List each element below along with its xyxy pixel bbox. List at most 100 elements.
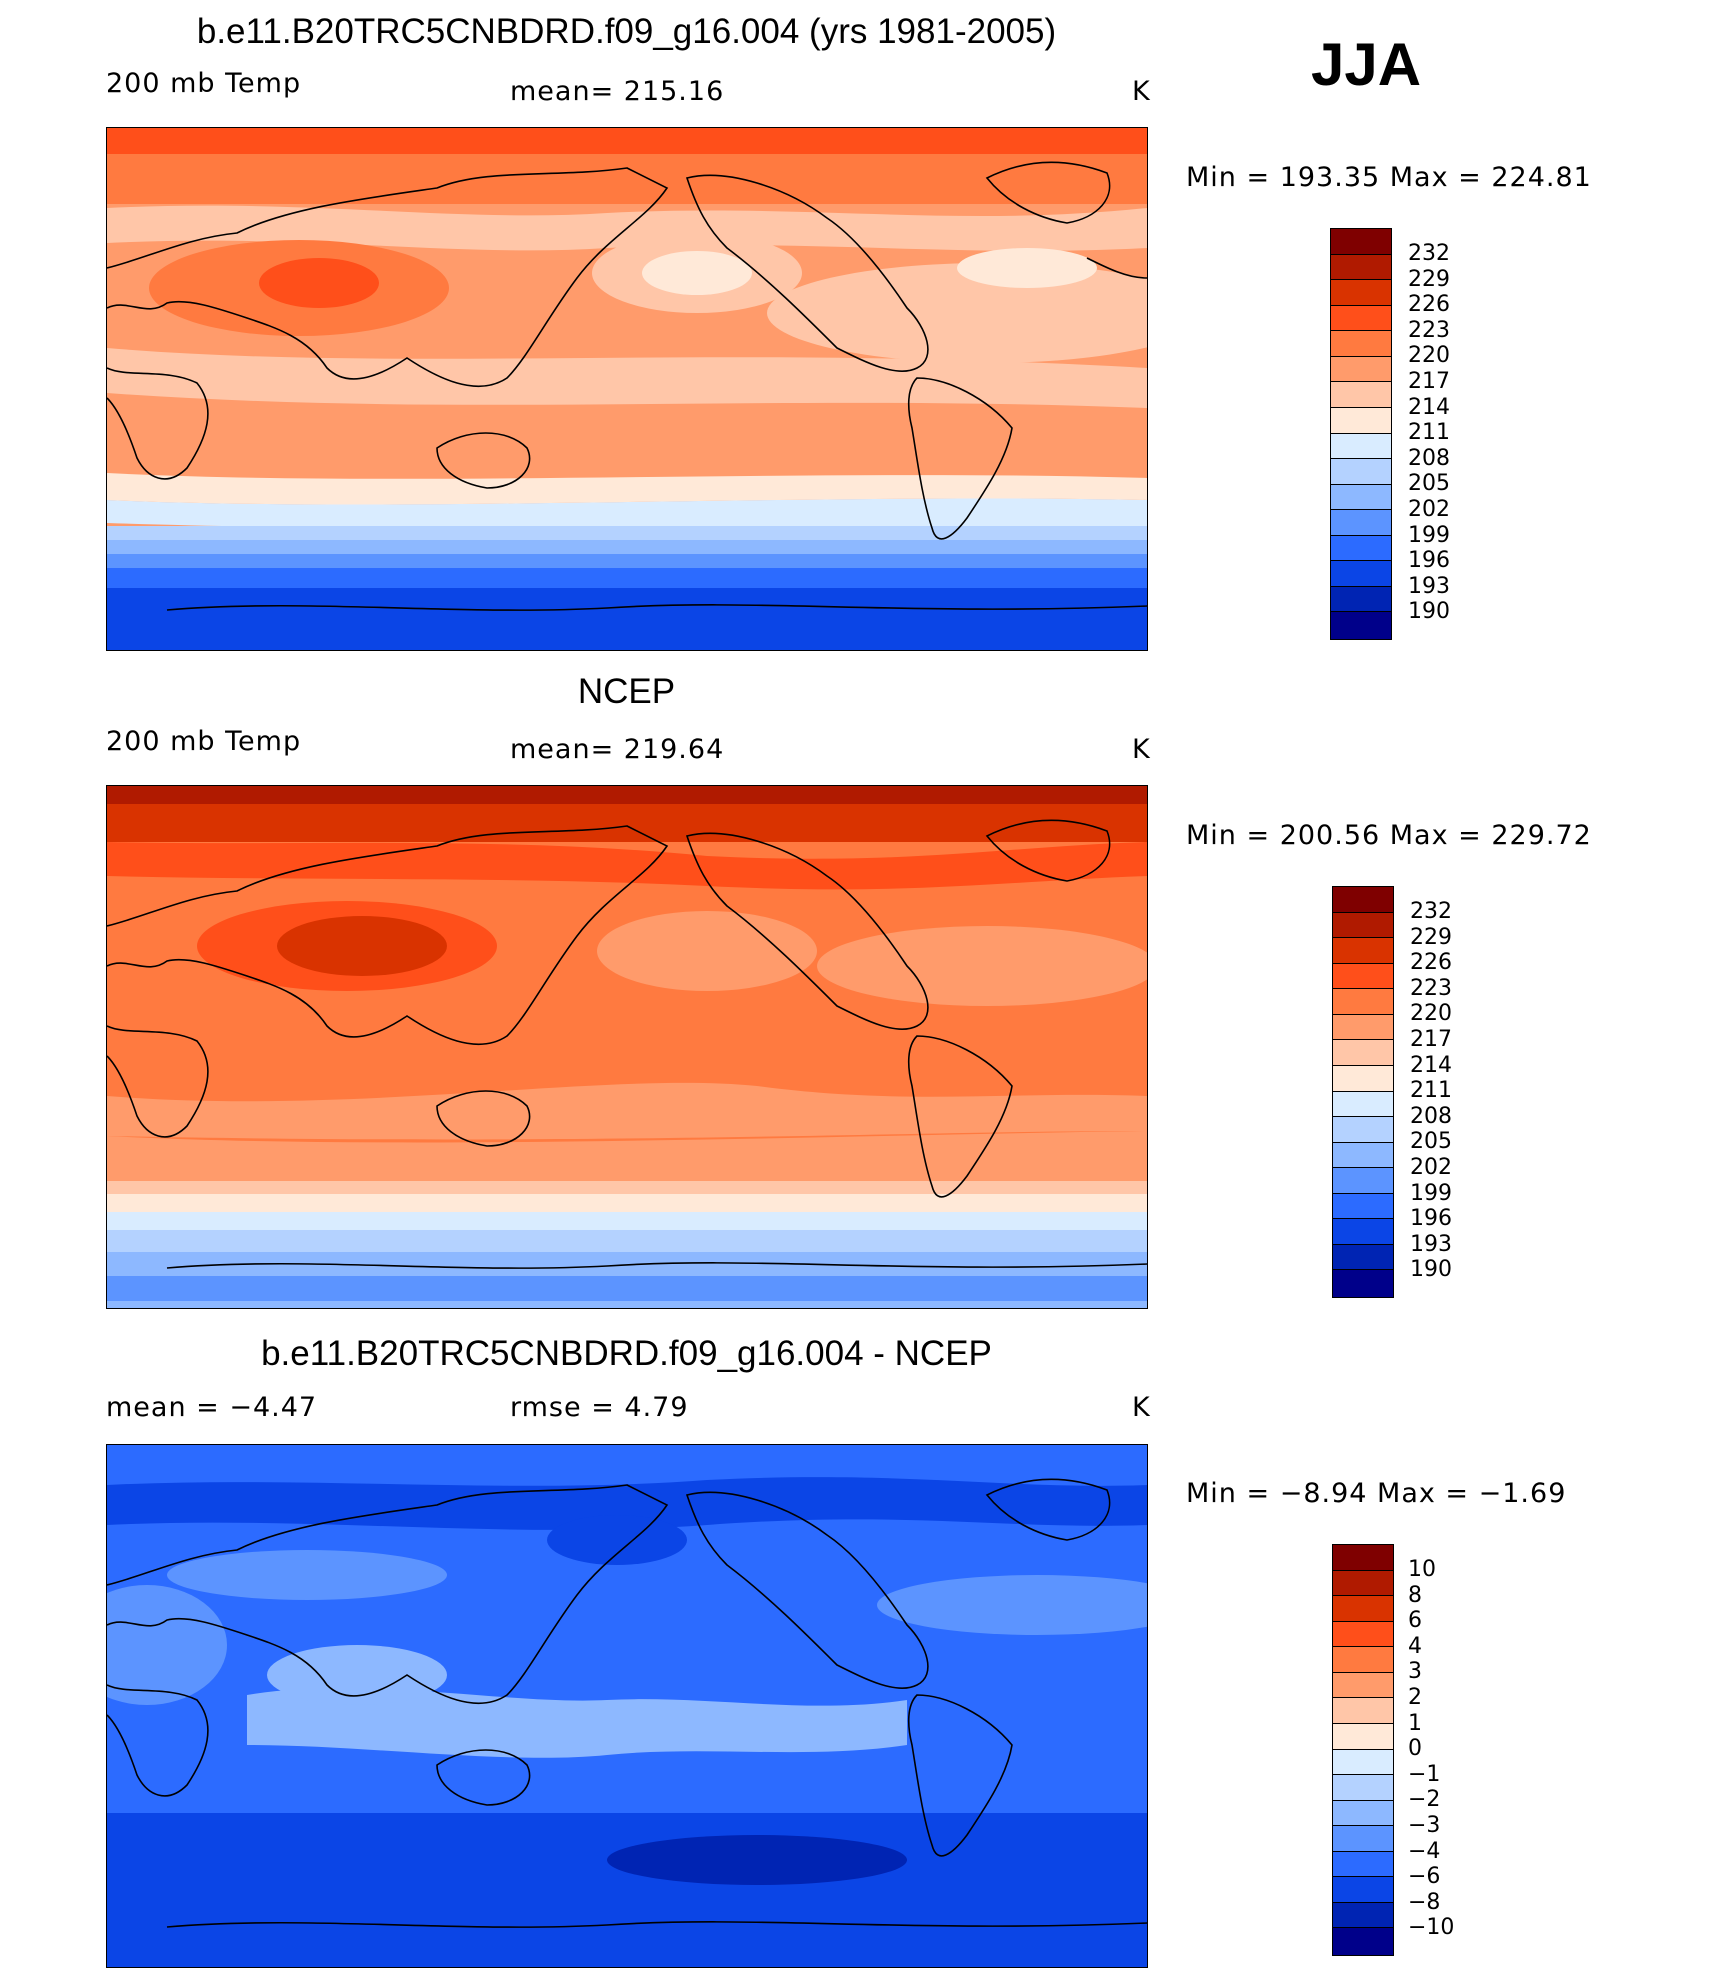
panel3-blob-southpacific bbox=[607, 1835, 907, 1885]
panel1-mean-label: mean= 215.16 bbox=[510, 76, 725, 107]
panel2-band-arctic bbox=[107, 786, 1147, 804]
panel3-band-45s bbox=[107, 1813, 1147, 1848]
panel1-colorbar-swatch bbox=[1331, 306, 1391, 331]
panel2-band-60n bbox=[107, 842, 1147, 890]
panel2-colorbar-swatch bbox=[1333, 1066, 1393, 1092]
panel1-colorbar-tick: 202 bbox=[1408, 497, 1450, 522]
panel1-band-60n bbox=[107, 154, 1147, 204]
panel2-map-svg bbox=[107, 786, 1147, 1308]
panel3-band-tropics bbox=[247, 1688, 907, 1758]
panel2-colorbar-swatch bbox=[1333, 887, 1393, 913]
panel1-colorbar-tick: 229 bbox=[1408, 266, 1450, 292]
panel1-blob-natlantic-core bbox=[957, 248, 1097, 288]
panel3-units-label: K bbox=[1132, 1392, 1151, 1423]
panel2-colorbar-swatch bbox=[1333, 1245, 1393, 1270]
panel2-minmax-label: Min = 200.56 Max = 229.72 bbox=[1186, 820, 1592, 851]
panel2-colorbar-tick: 232 bbox=[1410, 899, 1452, 924]
panel2-blob-tibet-core bbox=[277, 916, 447, 976]
panel3-colorbar-tick: 4 bbox=[1408, 1633, 1422, 1659]
panel3-minmax-label: Min = −8.94 Max = −1.69 bbox=[1186, 1478, 1567, 1509]
panel1-colorbar-tick: 211 bbox=[1408, 420, 1450, 446]
panel3-colorbar-swatch bbox=[1333, 1673, 1393, 1698]
panel2-blob-natlantic bbox=[817, 926, 1147, 1006]
panel1-colorbar-swatch bbox=[1331, 357, 1391, 382]
panel1-colorbar-swatch bbox=[1331, 612, 1391, 639]
panel2-colorbar-tick: 223 bbox=[1410, 975, 1452, 1001]
panel2-colorbar-swatch bbox=[1333, 1015, 1393, 1040]
panel1-band-40s bbox=[107, 473, 1147, 505]
panel1-colorbar-tick: 193 bbox=[1408, 573, 1450, 599]
panel1-colorbar-swatch bbox=[1331, 229, 1391, 255]
panel2-colorbar-tick: 226 bbox=[1410, 950, 1452, 976]
panel3-coastlines bbox=[107, 1478, 1147, 1928]
panel2-colorbar-tick: 211 bbox=[1410, 1078, 1452, 1104]
panel2-colorbar-tick: 196 bbox=[1410, 1206, 1452, 1232]
panel1-colorbar-tick: 223 bbox=[1408, 317, 1450, 343]
panel3-colorbar-tick: 8 bbox=[1408, 1582, 1422, 1608]
panel2-colorbar-swatch bbox=[1333, 1092, 1393, 1117]
panel1-band-58s bbox=[107, 554, 1147, 568]
panel2-title: NCEP bbox=[577, 672, 676, 711]
panel2-colorbar-swatch bbox=[1333, 1040, 1393, 1066]
panel3-colorbar bbox=[1332, 1544, 1394, 1956]
panel1-colorbar-swatch bbox=[1331, 510, 1391, 536]
panel2-mean-label: mean= 219.64 bbox=[510, 734, 725, 765]
panel2-band-70n bbox=[107, 804, 1147, 842]
panel1-colorbar-swatch bbox=[1331, 280, 1391, 306]
panel1-variable-label: 200 mb Temp bbox=[106, 68, 302, 99]
panel2-colorbar bbox=[1332, 886, 1394, 1298]
panel2-colorbar-swatch bbox=[1333, 1194, 1393, 1219]
panel3-colorbar-tick: −8 bbox=[1408, 1889, 1441, 1915]
panel2-colorbar-tick: 193 bbox=[1410, 1231, 1452, 1257]
panel3-map-svg bbox=[107, 1445, 1147, 1967]
panel3-rmse-label: rmse = 4.79 bbox=[510, 1392, 689, 1423]
panel2-colorbar-swatch bbox=[1333, 964, 1393, 989]
panel1-colorbar-swatch bbox=[1331, 331, 1391, 357]
panel1-colorbar-tick: 217 bbox=[1408, 369, 1450, 394]
panel2-colorbar-tick: 202 bbox=[1410, 1155, 1452, 1180]
panel3-colorbar-swatch bbox=[1333, 1724, 1393, 1750]
panel2-colorbar-swatch bbox=[1333, 938, 1393, 964]
panel3-band-35s bbox=[107, 1775, 1147, 1813]
panel3-colorbar-tick: −1 bbox=[1408, 1761, 1441, 1787]
panel2-colorbar-swatch bbox=[1333, 1219, 1393, 1245]
panel3-colorbar-swatch bbox=[1333, 1852, 1393, 1877]
panel2-colorbar-tick: 199 bbox=[1410, 1180, 1452, 1206]
panel1-colorbar-tick: 208 bbox=[1408, 445, 1450, 471]
panel1-colorbar-tick: 226 bbox=[1408, 292, 1450, 318]
panel3-colorbar-swatch bbox=[1333, 1571, 1393, 1596]
panel3-colorbar-tick: 10 bbox=[1408, 1557, 1436, 1582]
panel3-blob-eurasia bbox=[167, 1550, 447, 1600]
panel3-map bbox=[106, 1444, 1148, 1968]
panel2-band-50s bbox=[107, 1212, 1147, 1230]
panel2-band-42s bbox=[107, 1181, 1147, 1194]
panel1-colorbar-swatch bbox=[1331, 485, 1391, 510]
panel1-colorbar-swatch bbox=[1331, 587, 1391, 612]
panel3-colorbar-swatch bbox=[1333, 1877, 1393, 1903]
panel2-colorbar-swatch bbox=[1333, 1117, 1393, 1143]
panel2-colorbar-swatch bbox=[1333, 913, 1393, 938]
panel1-blob-tibet-core bbox=[259, 258, 379, 308]
panel3-colorbar-swatch bbox=[1333, 1545, 1393, 1571]
panel3-blob-indian bbox=[267, 1645, 447, 1705]
panel3-colorbar-tick: −4 bbox=[1408, 1838, 1441, 1864]
panel3-band-60n bbox=[107, 1477, 1147, 1530]
panel1-minmax-label: Min = 193.35 Max = 224.81 bbox=[1186, 162, 1592, 193]
panel2-colorbar-swatch bbox=[1333, 1143, 1393, 1168]
panel2-colorbar-tick: 208 bbox=[1410, 1103, 1452, 1129]
panel2-colorbar-tick: 220 bbox=[1410, 1001, 1452, 1027]
panel1-colorbar-swatch bbox=[1331, 434, 1391, 459]
panel1-colorbar-swatch bbox=[1331, 536, 1391, 561]
panel2-colorbar-tick: 205 bbox=[1410, 1129, 1452, 1155]
panel2-blob-npacific bbox=[597, 911, 817, 991]
panel2-map bbox=[106, 785, 1148, 1309]
panel1-colorbar-tick: 196 bbox=[1408, 548, 1450, 574]
panel1-colorbar-tick: 220 bbox=[1408, 343, 1450, 369]
panel3-blob-natlantic bbox=[877, 1575, 1147, 1635]
panel3-mean-label: mean = −4.47 bbox=[106, 1392, 318, 1423]
panel3-colorbar-swatch bbox=[1333, 1750, 1393, 1775]
panel1-colorbar-tick: 214 bbox=[1408, 394, 1450, 420]
panel1-band-tropics bbox=[107, 348, 1147, 408]
panel1-colorbar-tick: 190 bbox=[1408, 599, 1450, 625]
panel1-blob-npacific-core bbox=[642, 251, 752, 295]
